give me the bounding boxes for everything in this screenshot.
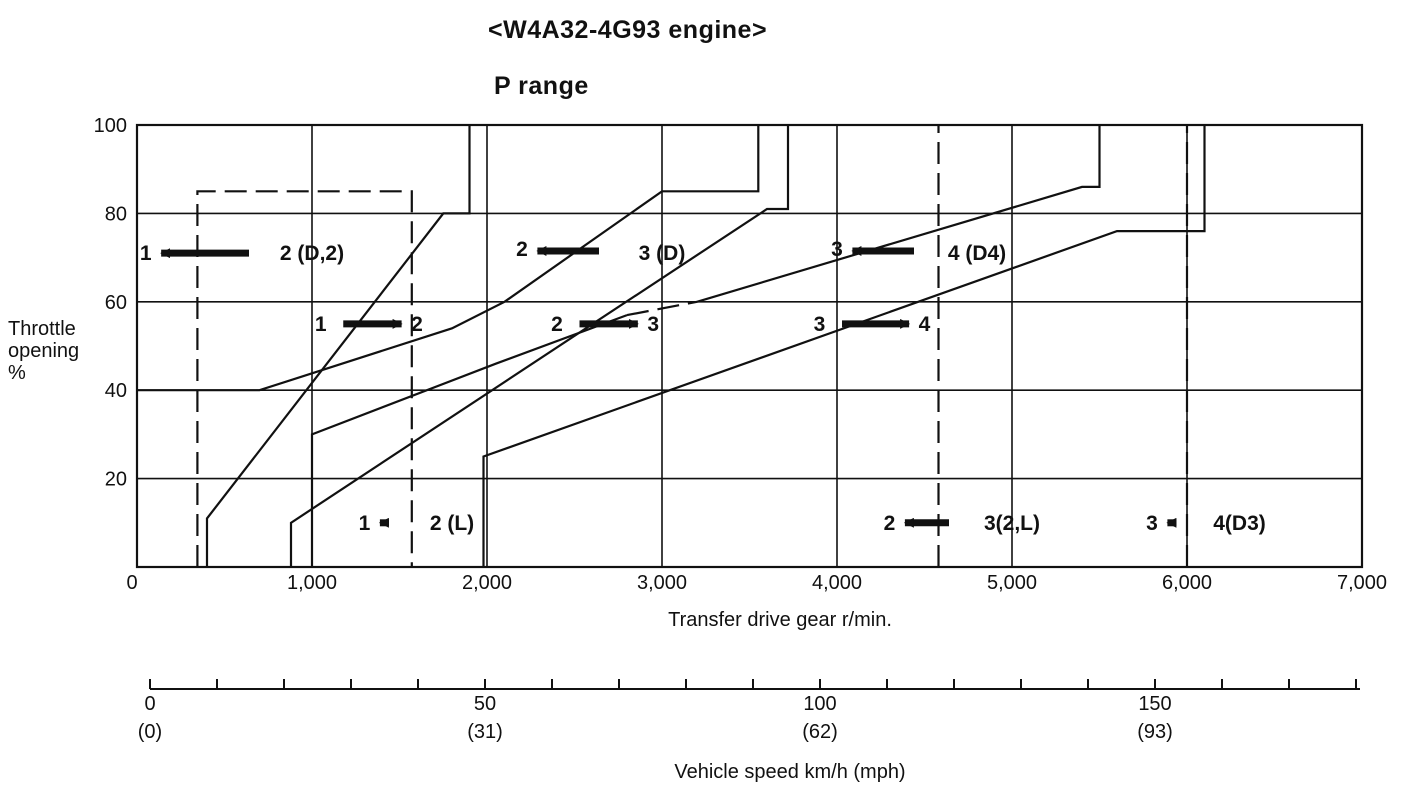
y-tick-label-4: 80 [105, 203, 127, 225]
speed-kmh-label-2: 100 [803, 693, 836, 715]
annotation-4: 3 (D) [639, 242, 686, 265]
chart-subtitle: P range [494, 72, 589, 100]
shift-annotations: 1 2 (D,2) 2 3 (D) 3 4 (D4) 1 2 2 3 3 4 1 2 (L) 2 3(2,L)… [140, 238, 1266, 535]
speed-mph-label-2: (62) [802, 721, 838, 743]
y-axis-label: Throttle opening % [8, 318, 79, 384]
y-tick-label-1: 20 [105, 469, 127, 491]
x-tick-label-7: 7,000 [1337, 572, 1387, 594]
annotation-5: 3 [831, 238, 843, 261]
speed-kmh-label-1: 50 [474, 693, 496, 715]
annotation-14: 2 (L) [430, 512, 474, 535]
speed-mph-label-3: (93) [1137, 721, 1173, 743]
x-tick-label-0: 0 [126, 572, 137, 594]
shift-curve-6 [696, 125, 1101, 303]
y-tick-label-5: 100 [94, 115, 127, 137]
annotation-13: 1 [359, 512, 371, 535]
annotation-15: 2 [884, 512, 896, 535]
shift-curves [137, 125, 1206, 567]
y-tick-labels: 20 40 60 80 100 [94, 115, 127, 491]
annotation-10: 3 [647, 313, 659, 336]
plot-border [135, 123, 1364, 569]
chart-title: <W4A32-4G93 engine> [488, 16, 768, 44]
x-tick-label-2: 2,000 [462, 572, 512, 594]
shift-curve-8 [482, 125, 1206, 567]
y-axis-label-line-2: opening [8, 340, 80, 362]
annotation-8: 2 [411, 313, 423, 336]
annotation-3: 2 [516, 238, 528, 261]
annotation-7: 1 [315, 313, 327, 336]
shift-curve-7 [289, 125, 790, 567]
speed-kmh-label-3: 150 [1138, 693, 1171, 715]
speed-kmh-label-0: 0 [144, 693, 155, 715]
x-tick-label-4: 4,000 [812, 572, 862, 594]
annotation-6: 4 (D4) [948, 242, 1006, 265]
y-tick-label-2: 40 [105, 380, 127, 402]
x-tick-label-3: 3,000 [637, 572, 687, 594]
x-axis-label: Transfer drive gear r/min. [668, 609, 892, 631]
annotation-16: 3(2,L) [984, 512, 1040, 535]
y-axis-label-line-3: % [8, 362, 26, 384]
annotation-9: 2 [551, 313, 563, 336]
x-tick-labels: 0 1,000 2,000 3,000 4,000 5,000 6,000 7,000 [126, 572, 1387, 594]
x-tick-label-1: 1,000 [287, 572, 337, 594]
annotation-12: 4 [919, 313, 931, 336]
annotation-1: 1 [140, 242, 152, 265]
speed-mph-label-1: (31) [467, 721, 503, 743]
y-axis-label-line-1: Throttle [8, 318, 76, 340]
plot-frame [135, 123, 1364, 569]
shift-arrows [160, 245, 1177, 528]
shift-curve-2 [205, 125, 471, 567]
annotation-17: 3 [1146, 512, 1158, 535]
annotation-11: 3 [814, 313, 826, 336]
shift-curve-3 [137, 125, 760, 392]
annotation-18: 4(D3) [1213, 512, 1266, 535]
shift-curve-1 [196, 190, 413, 567]
speed-axis: 0 (0) 50 (31) 100 (62) 150 (93) [138, 679, 1360, 743]
speed-mph-label-0: (0) [138, 721, 162, 743]
x-tick-label-6: 6,000 [1162, 572, 1212, 594]
annotation-2: 2 (D,2) [280, 242, 344, 265]
shift-curve-5 [626, 300, 698, 317]
speed-axis-label: Vehicle speed km/h (mph) [674, 761, 905, 783]
x-tick-label-5: 5,000 [987, 572, 1037, 594]
shift-curve-4 [310, 314, 628, 567]
y-tick-label-3: 60 [105, 292, 127, 314]
